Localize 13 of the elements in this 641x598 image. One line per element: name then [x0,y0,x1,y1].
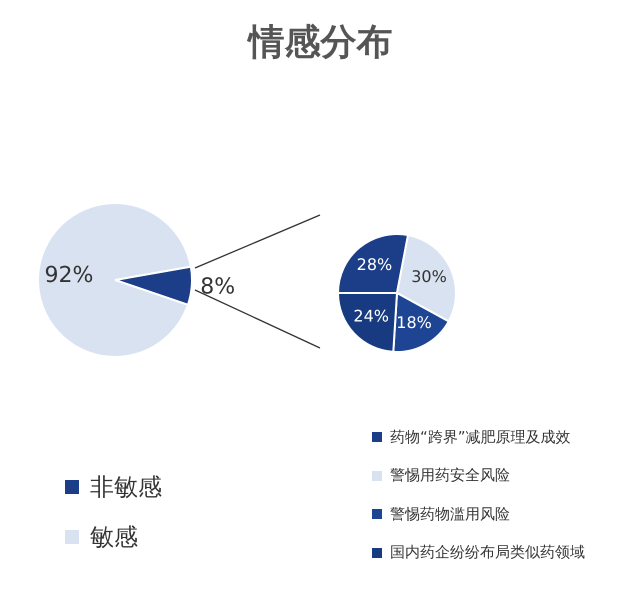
data-label: 18% [396,313,432,332]
data-label: 92% [44,263,94,288]
legend-label: 药物“跨界”减肥原理及成效 [390,428,571,447]
data-label: 28% [356,254,392,274]
data-label: 8% [200,274,236,300]
data-label: 30% [411,267,447,286]
legend-label: 警惕用药安全风险 [390,466,510,486]
legend-label: 国内药企纷纷布局类似药领域 [390,543,585,562]
data-label: 24% [353,306,389,326]
text: 情感分布 [246,21,394,65]
legend-label: 敏感 [90,522,138,553]
legend-label: 非敏感 [90,472,162,503]
legend-label: 警惕药物滥用风险 [390,504,510,524]
